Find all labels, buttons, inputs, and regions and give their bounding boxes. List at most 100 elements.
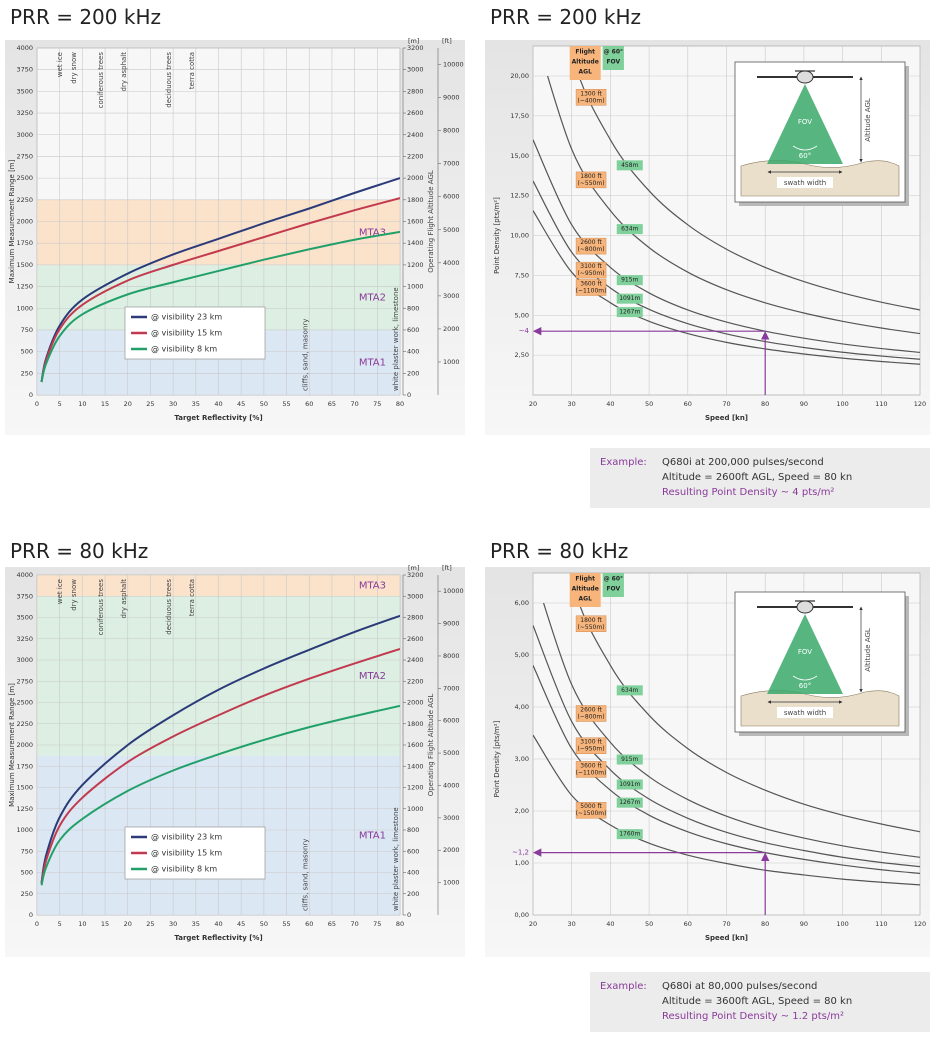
y-tick-label: 2500 xyxy=(16,699,33,707)
example-line: Q680i at 80,000 pulses/second xyxy=(662,981,817,992)
x-tick-label: 120 xyxy=(914,400,926,408)
y-tick-label: 7,50 xyxy=(515,271,529,279)
x-tick-label: 50 xyxy=(645,400,653,408)
x-tick-label: 75 xyxy=(373,400,381,408)
legend-label: @ visibility 23 km xyxy=(151,833,222,842)
y2-tick-label: 3000 xyxy=(407,66,424,74)
y2-tick-label: 600 xyxy=(407,326,419,334)
swath-label: swath width xyxy=(784,709,826,717)
header-fov: @ 60° xyxy=(604,49,623,56)
y-tick-label: 1500 xyxy=(16,261,33,269)
x-tick-label: 55 xyxy=(282,920,290,928)
y-tick-label: 1750 xyxy=(16,239,33,247)
legend-label: @ visibility 8 km xyxy=(151,345,217,354)
header-altitude: AGL xyxy=(579,69,593,76)
page: PRR = 200 kHz051015202530354045505560657… xyxy=(0,0,932,1039)
band-label: MTA2 xyxy=(359,292,386,303)
x-axis-label: Target Reflectivity [%] xyxy=(174,934,262,942)
y2-tick-label: 2800 xyxy=(407,614,424,622)
y-tick-label: 17,50 xyxy=(510,112,529,120)
y3-tick-label: 1000 xyxy=(443,358,460,366)
x-tick-label: 40 xyxy=(606,920,614,928)
header-fov: @ 60° xyxy=(604,576,623,583)
x-axis-label: Speed [kn] xyxy=(705,934,748,942)
x-tick-label: 60 xyxy=(305,920,313,928)
legend-label: @ visibility 8 km xyxy=(151,865,217,874)
y-tick-label: 500 xyxy=(21,348,33,356)
y-tick-label: 6,00 xyxy=(515,599,529,607)
altitude-label: 3100 ft xyxy=(580,263,602,270)
y3-tick-label: 1000 xyxy=(443,879,460,887)
inset: FOV60°Altitude AGLswath width xyxy=(735,592,909,736)
y3-tick-label: 9000 xyxy=(443,94,460,102)
x-tick-label: 15 xyxy=(101,400,109,408)
x-tick-label: 20 xyxy=(529,920,537,928)
header-fov: FOV xyxy=(606,59,620,66)
y2-tick-label: 3200 xyxy=(407,571,424,579)
y-tick-label: 2250 xyxy=(16,196,33,204)
y-tick-label: 12,50 xyxy=(510,192,529,200)
altitude-m-label: (~1100m) xyxy=(576,287,607,294)
fuselage xyxy=(797,71,813,83)
material-label: white plaster work, limestone xyxy=(392,807,400,911)
y-tick-label: 2250 xyxy=(16,720,33,728)
altitude-label: 5000 ft xyxy=(580,803,602,810)
angle-label: 60° xyxy=(799,152,811,160)
y3-unit: [ft] xyxy=(442,564,452,572)
example-value-label: ~1,2 xyxy=(512,849,529,857)
x-tick-label: 25 xyxy=(146,920,154,928)
material-label: cliffs, sand, masonry xyxy=(301,319,309,391)
y2-tick-label: 0 xyxy=(407,911,411,919)
y3-tick-label: 8000 xyxy=(443,652,460,660)
material-label: white plaster work, limestone xyxy=(392,287,400,391)
chart: PRR = 80 kHz20304050607080901001101200,0… xyxy=(485,416,930,1032)
x-tick-label: 50 xyxy=(260,400,268,408)
chart: PRR = 200 kHz20304050607080901001101202,… xyxy=(485,0,930,508)
y-tick-label: 2750 xyxy=(16,677,33,685)
y3-tick-label: 2000 xyxy=(443,846,460,854)
y-tick-label: 250 xyxy=(21,369,33,377)
y-tick-label: 3250 xyxy=(16,635,33,643)
x-tick-label: 30 xyxy=(568,400,576,408)
x-tick-label: 80 xyxy=(761,920,769,928)
x-tick-label: 30 xyxy=(568,920,576,928)
material-label: dry asphalt xyxy=(120,52,128,92)
altitude-label: 2600 ft xyxy=(580,239,602,246)
y-tick-label: 3750 xyxy=(16,592,33,600)
x-tick-label: 75 xyxy=(373,920,381,928)
y2-tick-label: 1600 xyxy=(407,218,424,226)
header-altitude: AGL xyxy=(579,596,593,603)
header-altitude: Altitude xyxy=(572,586,599,593)
x-tick-label: 40 xyxy=(606,400,614,408)
x-tick-label: 40 xyxy=(214,920,222,928)
x-tick-label: 0 xyxy=(35,400,39,408)
legend-label: @ visibility 15 km xyxy=(151,329,222,338)
swath-label: 634m xyxy=(621,687,638,694)
y-tick-label: 4000 xyxy=(16,571,33,579)
y-tick-label: 1250 xyxy=(16,805,33,813)
y-tick-label: 0 xyxy=(29,911,33,919)
material-label: deciduous trees xyxy=(165,579,173,635)
y2-tick-label: 1000 xyxy=(407,805,424,813)
legend-label: @ visibility 15 km xyxy=(151,849,222,858)
y2-tick-label: 2800 xyxy=(407,87,424,95)
y-tick-label: 5,00 xyxy=(515,651,529,659)
altitude-label: 3600 ft xyxy=(580,280,602,287)
x-tick-label: 5 xyxy=(58,400,62,408)
y2-tick-label: 1200 xyxy=(407,784,424,792)
material-label: coniferous trees xyxy=(97,52,105,109)
y2-tick-label: 3200 xyxy=(407,44,424,52)
altitude-label: 1800 ft xyxy=(580,173,602,180)
x-tick-label: 5 xyxy=(58,920,62,928)
x-tick-label: 60 xyxy=(684,920,692,928)
y2-tick-label: 1800 xyxy=(407,720,424,728)
charts: PRR = 200 kHz051015202530354045505560657… xyxy=(0,0,932,1039)
y2-unit: [m] xyxy=(408,564,419,572)
example-line: Resulting Point Density ~ 1.2 pts/m² xyxy=(662,1011,844,1022)
x-tick-label: 110 xyxy=(875,920,887,928)
y2-tick-label: 400 xyxy=(407,869,419,877)
y-tick-label: 2000 xyxy=(16,218,33,226)
swath-label: 1760m xyxy=(619,831,640,838)
y-tick-label: 1,00 xyxy=(515,859,529,867)
